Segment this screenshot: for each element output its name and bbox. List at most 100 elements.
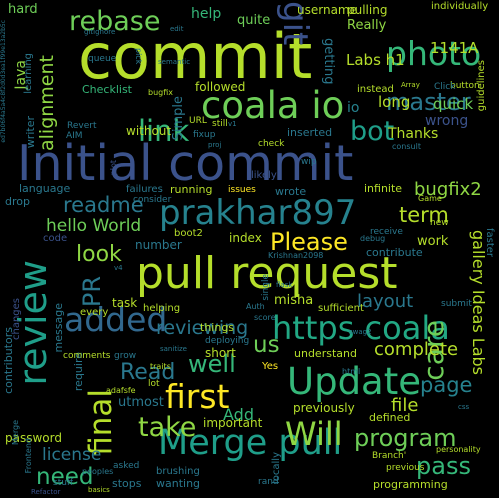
word-check: check <box>258 140 284 149</box>
word-helping: helping <box>143 304 180 314</box>
word-yes: Yes <box>262 362 278 372</box>
word-peoples: peoples <box>82 468 113 476</box>
word-single: single <box>262 274 271 301</box>
word-flask: flask <box>276 282 292 289</box>
word-edit: edit <box>170 26 183 33</box>
word-hard: hard <box>8 3 38 16</box>
word-guidelines: guidelines <box>477 60 487 111</box>
word-important: important <box>203 417 262 429</box>
word-proj: proj <box>208 142 221 149</box>
word-swag2: swag2 <box>349 329 372 336</box>
word-things: things <box>200 322 234 333</box>
word-quick: quick <box>433 97 473 112</box>
word-thanks: Thanks <box>388 127 438 141</box>
word-code: code <box>43 234 67 244</box>
word-basics: basics <box>88 487 110 494</box>
word-pr: PR <box>80 276 104 307</box>
word-pick: pick <box>134 48 142 64</box>
word-language: language <box>19 183 70 194</box>
word-submit: submit <box>441 300 472 309</box>
word-utmost: utmost <box>118 396 164 409</box>
word-refactor: Refactor <box>31 489 60 496</box>
word-merge-small: Merge <box>12 420 20 445</box>
word-alignment: alignment <box>38 55 57 151</box>
word-consult: consult <box>392 143 421 151</box>
word-auth: Auth <box>246 303 265 311</box>
word-branch: Branch' <box>372 452 406 461</box>
word-still: still <box>212 120 228 129</box>
word-changes: changes <box>12 298 22 340</box>
word-previously: previously <box>293 402 355 414</box>
word-previous: previous <box>386 464 424 473</box>
word-grow: grow <box>114 352 136 361</box>
word-krishnan: Krishnan2098 <box>268 252 323 260</box>
word-faster: faster <box>484 228 494 257</box>
word-really: Really <box>347 19 386 32</box>
word-misha: misha <box>274 294 313 307</box>
word-complete: complete <box>374 341 458 359</box>
word-css: css <box>458 404 469 411</box>
word-asked: asked <box>113 462 139 471</box>
word-us: us <box>253 334 280 357</box>
word-v1: v1 <box>228 121 237 128</box>
word-personality: personality <box>436 446 481 454</box>
word-array: Array <box>401 82 420 89</box>
word-page: page <box>420 375 472 396</box>
word-html: html <box>342 368 360 376</box>
word-without: without <box>126 125 171 137</box>
word-individually: individually <box>431 2 488 12</box>
word-plot: plot <box>110 160 118 175</box>
word-checklist: Checklist <box>82 84 132 95</box>
word-help: help <box>191 7 221 21</box>
word-sufficient: sufficient <box>318 304 364 314</box>
word-v4: v4 <box>114 265 123 272</box>
word-traits: traits <box>150 363 171 371</box>
word-programming: programming <box>373 479 448 490</box>
word-understand: understand <box>294 348 357 359</box>
word-instead: instead <box>357 85 394 95</box>
word-followed: followed <box>195 81 245 93</box>
word-game: Game <box>418 195 442 203</box>
word-stuff: stuff <box>53 479 73 488</box>
word-layout: layout <box>357 293 413 311</box>
word-boot2: boot2 <box>174 229 203 239</box>
word-number: number <box>135 239 182 251</box>
word-bugfix: bugfix <box>148 89 173 97</box>
word-long: long <box>378 95 410 110</box>
word-wanting: wanting <box>156 478 200 489</box>
word-wrote: wrote <box>275 186 306 197</box>
word-hash: ed7b06f4a5a4c8f2d0d3ea1f99e13a2b5c <box>1 20 7 143</box>
word-queue: queue <box>88 55 116 64</box>
word-io: io <box>347 101 359 115</box>
word-revert: Revert <box>67 122 96 131</box>
word-wip: wip <box>301 158 317 167</box>
word-new: new <box>430 219 449 228</box>
word-fixup: fixup <box>193 131 215 140</box>
word-debug: debug <box>360 235 385 243</box>
word-prakhar897: prakhar897 <box>159 196 356 230</box>
word-message: message <box>53 303 64 352</box>
word-short: short <box>205 347 236 359</box>
word-quite: quite <box>237 14 270 27</box>
word-running: running <box>170 184 212 195</box>
word-click: Click <box>434 83 455 92</box>
word-1141a: 1141A <box>430 41 478 56</box>
word-index: index <box>229 232 262 244</box>
word-semantic: semantic <box>158 59 190 66</box>
word-stops: stops <box>112 478 142 489</box>
word-license: license <box>42 447 101 464</box>
word-lot: lot <box>148 380 160 389</box>
word-contribute: contribute <box>366 247 423 258</box>
word-deploying: deploying <box>205 337 249 346</box>
word-task: task <box>112 297 137 309</box>
word-infinite: infinite <box>364 183 402 194</box>
word-failures: failures <box>126 185 163 195</box>
word-consider: consider <box>133 196 171 205</box>
word-likely: likely <box>251 171 277 181</box>
word-look: look <box>76 244 122 266</box>
word-adafsfe: adafsfe <box>106 387 136 395</box>
word-brushing: brushing <box>156 467 200 477</box>
word-readme: readme <box>63 195 144 216</box>
word-drop: drop <box>5 196 30 207</box>
